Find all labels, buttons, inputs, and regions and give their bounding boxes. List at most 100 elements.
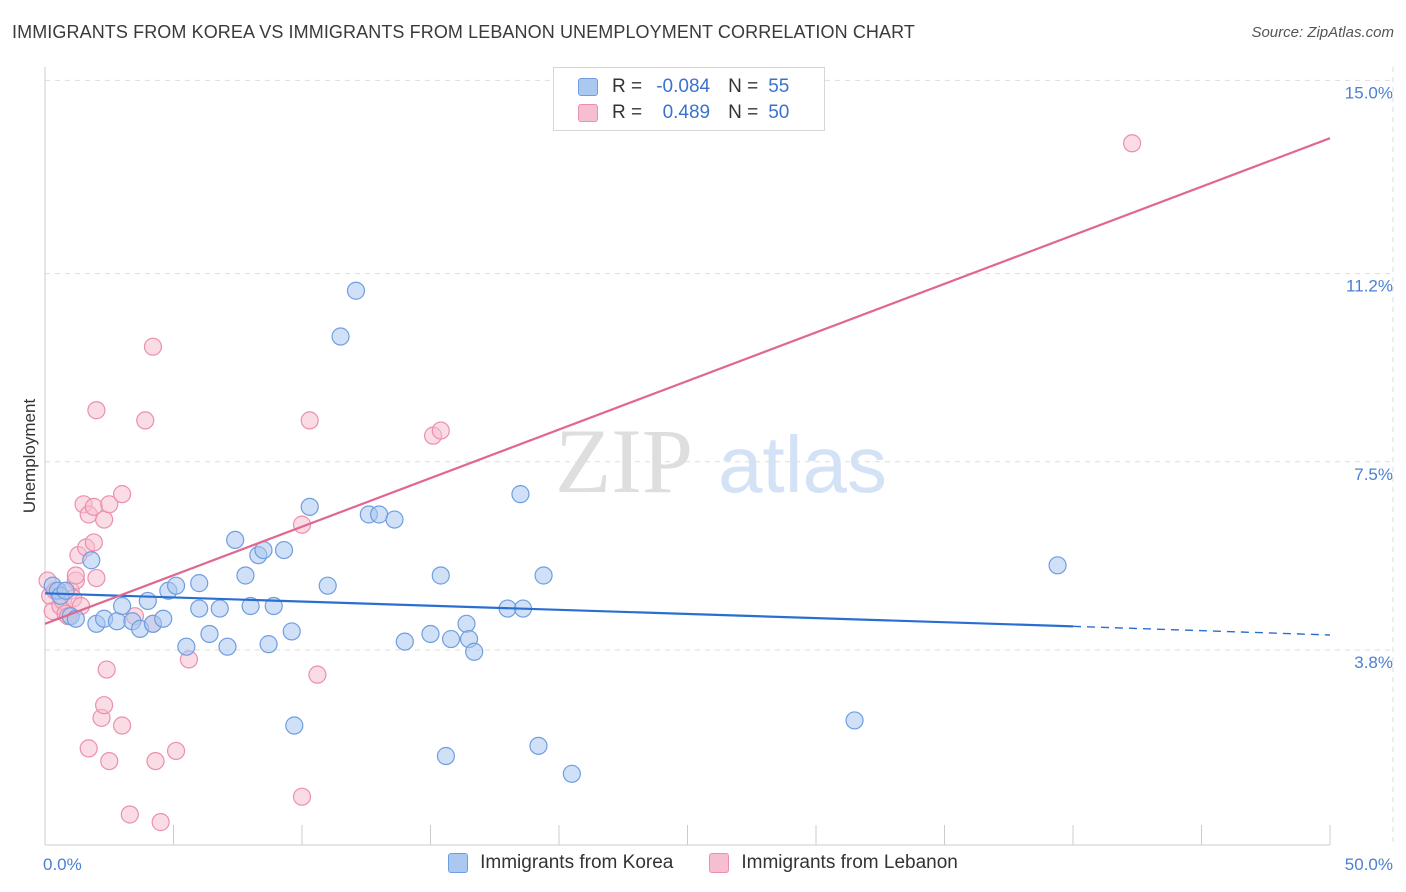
lebanon-point [151,813,170,832]
lebanon-point [1123,134,1142,153]
r-label: R = [612,76,643,97]
korea-point [1048,556,1067,575]
korea-point [346,281,366,300]
korea-point [285,716,304,735]
korea-point [200,624,219,644]
korea-point [166,576,186,595]
n-label: N = [728,102,759,123]
legend-lebanon-label: Immigrants from Lebanon [741,852,958,873]
lebanon-point [66,566,85,585]
lebanon-point [112,716,132,735]
lebanon-point [112,485,132,504]
korea-point [241,596,260,616]
korea-point [190,574,209,593]
korea-point [421,624,440,644]
korea-point [529,736,548,755]
korea-point [259,635,278,654]
korea-swatch-icon [578,78,598,96]
korea-point [112,596,132,616]
korea-point [282,622,301,641]
r-value: 0.489 [662,102,711,123]
legend-item-korea: Immigrants from Korea [448,852,673,874]
lebanon-point [95,696,114,715]
n-label: N = [728,76,759,97]
legend-row-lebanon: R = 0.489 N = 50 [578,101,789,125]
lebanon-point [431,421,450,440]
legend-korea-label: Immigrants from Korea [480,852,674,873]
korea-point [210,599,229,618]
lebanon-point [300,411,319,430]
tick-labels: 3.8% 7.5% 11.2% 15.0% 0.0% 50.0% [43,83,1393,874]
korea-point [511,485,530,504]
x-tick-label: 50.0% [1345,855,1393,874]
korea-point [190,599,209,618]
lebanon-point [136,411,155,430]
korea-point [431,566,450,585]
lebanon-point [146,751,165,771]
korea-trend-extension [1072,625,1331,636]
korea-legend-icon [448,853,469,873]
legend-row-korea: R = -0.084 N = 55 [578,75,789,99]
lebanon-point [95,510,114,529]
korea-point [56,581,75,600]
watermark: ZIP atlas [555,410,887,512]
lebanon-point [97,660,116,679]
axes [44,67,1331,846]
y-tick-label: 11.2% [1346,277,1393,296]
korea-point [845,711,864,730]
lebanon-point [120,805,139,824]
korea-point [331,327,350,346]
lebanon-point [87,401,106,420]
korea-point [236,566,255,585]
lebanon-legend-icon [709,853,730,873]
korea-point [534,566,553,585]
lebanon-point [87,568,106,588]
x-tick-label: 0.0% [43,855,82,874]
korea-point [300,497,319,516]
watermark-atlas: atlas [718,420,887,509]
lebanon-point [100,495,119,514]
korea-trend-line [44,592,1074,628]
series-legend: Immigrants from Korea Immigrants from Le… [0,852,1406,874]
data-points [38,134,1142,832]
lebanon-point [166,741,186,761]
korea-point [457,614,476,633]
y-tick-label: 7.5% [1354,465,1393,484]
y-tick-label: 3.8% [1354,653,1393,672]
korea-point [226,530,245,550]
lebanon-point [84,533,103,552]
lebanon-point [79,739,98,758]
korea-point [385,510,404,529]
r-label: R = [612,102,643,123]
korea-point [218,637,237,656]
lebanon-point [143,337,163,356]
lebanon-swatch-icon [578,104,598,122]
korea-point [318,576,337,595]
korea-point [395,632,414,651]
lebanon-point [308,665,327,684]
n-value: 50 [768,102,790,123]
lebanon-point [292,787,312,806]
korea-point [107,612,127,631]
lebanon-trend-line [44,137,1331,625]
legend-item-lebanon: Immigrants from Lebanon [709,852,958,874]
korea-point [562,764,581,783]
watermark-zip: ZIP [555,410,693,512]
stats-legend: R = -0.084 N = 55 R = 0.489 N = 50 [553,67,825,131]
lebanon-point [100,751,119,771]
chart-title: IMMIGRANTS FROM KOREA VS IMMIGRANTS FROM… [12,22,915,42]
y-axis-label: Unemployment [20,399,39,514]
korea-point [82,551,101,570]
korea-point [138,591,157,611]
korea-point [154,609,173,628]
korea-point [370,505,389,524]
trend-lines [44,137,1331,636]
r-value: -0.084 [656,76,711,97]
n-value: 55 [768,76,790,97]
korea-point [177,637,196,656]
korea-point [436,746,456,766]
source-credit: Source: ZipAtlas.com [1251,24,1394,41]
korea-point [441,629,461,649]
y-tick-label: 15.0% [1345,83,1393,102]
